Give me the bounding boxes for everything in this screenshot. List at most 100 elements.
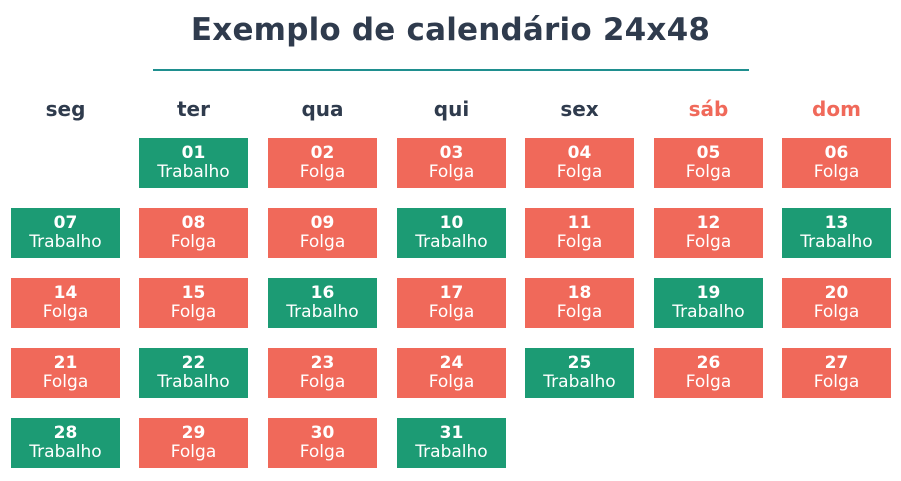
day-status-label: Folga	[170, 232, 217, 252]
day-number: 30	[310, 423, 335, 443]
day-number: 25	[567, 353, 592, 373]
day-number: 03	[439, 143, 464, 163]
day-cell-15: 15 Folga	[139, 278, 248, 328]
day-cell-19: 19 Trabalho	[654, 278, 763, 328]
day-status-label: Folga	[42, 302, 89, 322]
day-number: 17	[439, 283, 464, 303]
day-number: 11	[567, 213, 592, 233]
day-number: 01	[181, 143, 206, 163]
day-cell-13: 13 Trabalho	[782, 208, 891, 258]
day-cell-30: 30 Folga	[268, 418, 377, 468]
day-status-label: Trabalho	[415, 442, 488, 462]
day-cell-23: 23 Folga	[268, 348, 377, 398]
day-status-label: Folga	[685, 232, 732, 252]
day-cell-25: 25 Trabalho	[525, 348, 634, 398]
day-number: 28	[53, 423, 78, 443]
day-cell-12: 12 Folga	[654, 208, 763, 258]
day-number: 08	[181, 213, 206, 233]
day-number: 24	[439, 353, 464, 373]
day-cell-28: 28 Trabalho	[11, 418, 120, 468]
title-divider	[153, 69, 749, 71]
day-number: 13	[824, 213, 849, 233]
day-cell-20: 20 Folga	[782, 278, 891, 328]
day-status-label: Folga	[170, 302, 217, 322]
day-status-label: Folga	[428, 162, 475, 182]
day-status-label: Folga	[813, 162, 860, 182]
day-status-label: Folga	[299, 162, 346, 182]
day-cell-02: 02 Folga	[268, 138, 377, 188]
day-cell-27: 27 Folga	[782, 348, 891, 398]
day-status-label: Folga	[42, 372, 89, 392]
day-cell-24: 24 Folga	[397, 348, 506, 398]
day-number: 04	[567, 143, 592, 163]
day-cell-17: 17 Folga	[397, 278, 506, 328]
day-cell-09: 09 Folga	[268, 208, 377, 258]
day-number: 21	[53, 353, 78, 373]
day-cell-06: 06 Folga	[782, 138, 891, 188]
day-number: 14	[53, 283, 78, 303]
day-number: 22	[181, 353, 206, 373]
weekday-label-qua: qua	[301, 97, 344, 121]
day-cell-29: 29 Folga	[139, 418, 248, 468]
day-cell-10: 10 Trabalho	[397, 208, 506, 258]
day-status-label: Folga	[813, 372, 860, 392]
day-status-label: Trabalho	[286, 302, 359, 322]
day-status-label: Trabalho	[800, 232, 873, 252]
weekday-label-ter: ter	[177, 97, 210, 121]
day-number: 20	[824, 283, 849, 303]
day-status-label: Trabalho	[29, 232, 102, 252]
day-status-label: Folga	[685, 162, 732, 182]
weekday-label-seg: seg	[45, 97, 86, 121]
weekday-label-dom: dom	[812, 97, 861, 121]
weekday-label-sex: sex	[560, 97, 599, 121]
day-status-label: Trabalho	[415, 232, 488, 252]
day-cell-26: 26 Folga	[654, 348, 763, 398]
day-number: 18	[567, 283, 592, 303]
day-cell-16: 16 Trabalho	[268, 278, 377, 328]
weekday-label-qui: qui	[433, 97, 470, 121]
day-number: 06	[824, 143, 849, 163]
day-status-label: Folga	[299, 442, 346, 462]
day-number: 05	[696, 143, 721, 163]
day-number: 15	[181, 283, 206, 303]
day-number: 12	[696, 213, 721, 233]
day-cell-05: 05 Folga	[654, 138, 763, 188]
day-status-label: Folga	[556, 232, 603, 252]
day-status-label: Folga	[170, 442, 217, 462]
day-status-label: Trabalho	[157, 162, 230, 182]
day-cell-14: 14 Folga	[11, 278, 120, 328]
day-cell-04: 04 Folga	[525, 138, 634, 188]
day-number: 23	[310, 353, 335, 373]
day-cell-11: 11 Folga	[525, 208, 634, 258]
day-status-label: Folga	[556, 302, 603, 322]
day-status-label: Folga	[299, 232, 346, 252]
day-cell-08: 08 Folga	[139, 208, 248, 258]
day-number: 10	[439, 213, 464, 233]
day-cell-03: 03 Folga	[397, 138, 506, 188]
day-number: 09	[310, 213, 335, 233]
day-status-label: Folga	[813, 302, 860, 322]
day-number: 26	[696, 353, 721, 373]
day-cell-21: 21 Folga	[11, 348, 120, 398]
day-number: 19	[696, 283, 721, 303]
day-number: 27	[824, 353, 849, 373]
day-number: 29	[181, 423, 206, 443]
day-cell-01: 01 Trabalho	[139, 138, 248, 188]
day-status-label: Folga	[428, 372, 475, 392]
day-status-label: Trabalho	[157, 372, 230, 392]
day-status-label: Folga	[685, 372, 732, 392]
day-status-label: Folga	[299, 372, 346, 392]
day-number: 07	[53, 213, 78, 233]
day-status-label: Trabalho	[543, 372, 616, 392]
day-number: 02	[310, 143, 335, 163]
day-cell-22: 22 Trabalho	[139, 348, 248, 398]
day-cell-18: 18 Folga	[525, 278, 634, 328]
day-status-label: Trabalho	[672, 302, 745, 322]
day-status-label: Folga	[428, 302, 475, 322]
day-cell-31: 31 Trabalho	[397, 418, 506, 468]
weekday-label-sab: sáb	[688, 97, 729, 121]
day-number: 31	[439, 423, 464, 443]
page-title: Exemplo de calendário 24x48	[190, 12, 711, 48]
day-cell-07: 07 Trabalho	[11, 208, 120, 258]
day-status-label: Trabalho	[29, 442, 102, 462]
